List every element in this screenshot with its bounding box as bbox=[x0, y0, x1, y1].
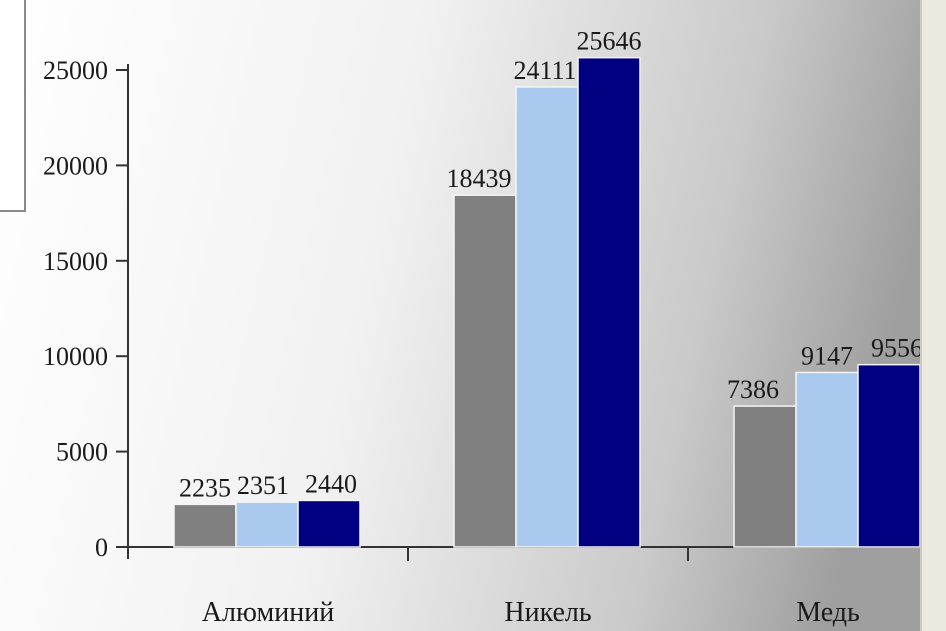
data-label: 2235 bbox=[179, 473, 231, 502]
bar bbox=[515, 86, 579, 548]
y-tick-label: 5000 bbox=[56, 438, 108, 467]
bar bbox=[733, 405, 797, 548]
category-label: Алюминий bbox=[202, 597, 334, 628]
y-tick-label: 15000 bbox=[43, 247, 108, 276]
data-label: 7386 bbox=[727, 375, 779, 404]
bar bbox=[577, 56, 641, 548]
data-label: 9147 bbox=[801, 341, 853, 370]
plot-area: 0 5000 10000 15000 20000 25000 2235 2351 2440 Алю… bbox=[43, 27, 946, 628]
bar bbox=[173, 503, 237, 548]
data-label: 18439 bbox=[447, 164, 512, 193]
data-label: 9556 bbox=[871, 334, 923, 363]
category-label: Никель bbox=[504, 597, 591, 628]
side-panel bbox=[920, 0, 946, 631]
y-tick-label: 10000 bbox=[43, 342, 108, 371]
bar bbox=[453, 194, 517, 548]
bar bbox=[235, 501, 299, 548]
category-label: Медь bbox=[796, 597, 860, 628]
bar bbox=[857, 363, 921, 548]
data-label: 2440 bbox=[305, 469, 357, 498]
data-label: 2351 bbox=[237, 471, 289, 500]
bar bbox=[297, 499, 361, 548]
y-tick-label: 20000 bbox=[43, 151, 108, 180]
data-label: 24111 bbox=[513, 56, 576, 85]
inset-frame bbox=[0, 0, 26, 212]
data-label: 25646 bbox=[577, 27, 642, 56]
y-tick-label: 25000 bbox=[43, 56, 108, 85]
bar bbox=[795, 371, 859, 548]
y-tick-label: 0 bbox=[95, 533, 108, 562]
